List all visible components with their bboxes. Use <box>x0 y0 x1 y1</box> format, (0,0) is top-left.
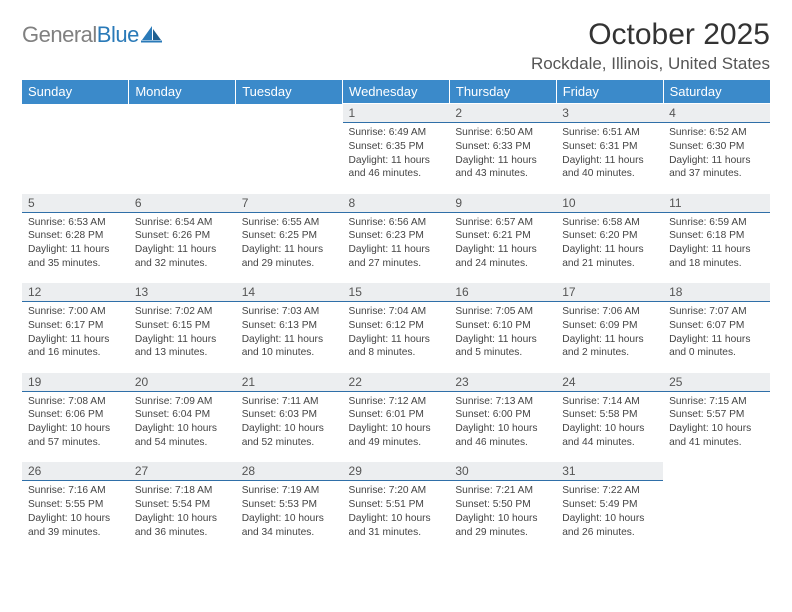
day-number-cell: 24 <box>556 372 663 391</box>
weekday-header: Saturday <box>663 80 770 104</box>
calendar: SundayMondayTuesdayWednesdayThursdayFrid… <box>22 80 770 545</box>
daynum-row: 19202122232425 <box>22 372 770 391</box>
daybody-row: Sunrise: 6:49 AMSunset: 6:35 PMDaylight:… <box>22 123 770 188</box>
logo: GeneralBlue <box>22 22 163 48</box>
day-body-cell: Sunrise: 7:21 AMSunset: 5:50 PMDaylight:… <box>449 481 556 546</box>
day-number-cell <box>663 462 770 481</box>
daynum-row: 1234 <box>22 104 770 123</box>
day-body-cell: Sunrise: 7:12 AMSunset: 6:01 PMDaylight:… <box>343 391 450 456</box>
weekday-row: SundayMondayTuesdayWednesdayThursdayFrid… <box>22 80 770 104</box>
weekday-header: Sunday <box>22 80 129 104</box>
day-number-cell: 3 <box>556 104 663 123</box>
location: Rockdale, Illinois, United States <box>531 54 770 74</box>
day-number-cell: 12 <box>22 283 129 302</box>
day-body-cell: Sunrise: 7:07 AMSunset: 6:07 PMDaylight:… <box>663 302 770 367</box>
day-body-cell: Sunrise: 7:18 AMSunset: 5:54 PMDaylight:… <box>129 481 236 546</box>
day-body-cell: Sunrise: 7:05 AMSunset: 6:10 PMDaylight:… <box>449 302 556 367</box>
daynum-row: 567891011 <box>22 193 770 212</box>
day-body-cell: Sunrise: 7:09 AMSunset: 6:04 PMDaylight:… <box>129 391 236 456</box>
day-number-cell: 20 <box>129 372 236 391</box>
day-number-cell: 26 <box>22 462 129 481</box>
day-number-cell: 19 <box>22 372 129 391</box>
day-body-cell: Sunrise: 7:00 AMSunset: 6:17 PMDaylight:… <box>22 302 129 367</box>
day-number-cell: 29 <box>343 462 450 481</box>
day-number-cell: 11 <box>663 193 770 212</box>
day-number-cell <box>129 104 236 123</box>
day-body-cell: Sunrise: 6:58 AMSunset: 6:20 PMDaylight:… <box>556 212 663 277</box>
day-number-cell: 22 <box>343 372 450 391</box>
day-number-cell: 5 <box>22 193 129 212</box>
day-body-cell: Sunrise: 7:11 AMSunset: 6:03 PMDaylight:… <box>236 391 343 456</box>
day-number-cell: 31 <box>556 462 663 481</box>
day-body-cell <box>129 123 236 188</box>
day-number-cell: 27 <box>129 462 236 481</box>
day-body-cell: Sunrise: 7:08 AMSunset: 6:06 PMDaylight:… <box>22 391 129 456</box>
day-number-cell: 14 <box>236 283 343 302</box>
day-body-cell: Sunrise: 7:19 AMSunset: 5:53 PMDaylight:… <box>236 481 343 546</box>
day-body-cell: Sunrise: 6:51 AMSunset: 6:31 PMDaylight:… <box>556 123 663 188</box>
weekday-header: Wednesday <box>343 80 450 104</box>
day-number-cell: 25 <box>663 372 770 391</box>
day-body-cell: Sunrise: 7:16 AMSunset: 5:55 PMDaylight:… <box>22 481 129 546</box>
sail-icon <box>141 25 163 48</box>
day-number-cell: 18 <box>663 283 770 302</box>
day-body-cell: Sunrise: 6:50 AMSunset: 6:33 PMDaylight:… <box>449 123 556 188</box>
day-body-cell: Sunrise: 6:55 AMSunset: 6:25 PMDaylight:… <box>236 212 343 277</box>
day-number-cell: 1 <box>343 104 450 123</box>
day-body-cell: Sunrise: 6:59 AMSunset: 6:18 PMDaylight:… <box>663 212 770 277</box>
day-number-cell: 10 <box>556 193 663 212</box>
calendar-body: 1234Sunrise: 6:49 AMSunset: 6:35 PMDayli… <box>22 104 770 546</box>
day-body-cell: Sunrise: 7:15 AMSunset: 5:57 PMDaylight:… <box>663 391 770 456</box>
day-number-cell: 13 <box>129 283 236 302</box>
weekday-header: Tuesday <box>236 80 343 104</box>
logo-text-blue: Blue <box>97 22 139 47</box>
day-number-cell: 8 <box>343 193 450 212</box>
day-body-cell: Sunrise: 7:06 AMSunset: 6:09 PMDaylight:… <box>556 302 663 367</box>
header: GeneralBlue October 2025 Rockdale, Illin… <box>22 18 770 74</box>
day-number-cell: 6 <box>129 193 236 212</box>
day-body-cell <box>663 481 770 546</box>
day-number-cell: 9 <box>449 193 556 212</box>
day-body-cell: Sunrise: 7:13 AMSunset: 6:00 PMDaylight:… <box>449 391 556 456</box>
weekday-header: Monday <box>129 80 236 104</box>
day-number-cell: 21 <box>236 372 343 391</box>
daybody-row: Sunrise: 7:08 AMSunset: 6:06 PMDaylight:… <box>22 391 770 456</box>
day-body-cell: Sunrise: 7:14 AMSunset: 5:58 PMDaylight:… <box>556 391 663 456</box>
month-title: October 2025 <box>531 18 770 52</box>
day-body-cell: Sunrise: 6:52 AMSunset: 6:30 PMDaylight:… <box>663 123 770 188</box>
day-body-cell: Sunrise: 7:03 AMSunset: 6:13 PMDaylight:… <box>236 302 343 367</box>
daynum-row: 262728293031 <box>22 462 770 481</box>
logo-text-gray: General <box>22 22 97 47</box>
day-number-cell <box>22 104 129 123</box>
daybody-row: Sunrise: 6:53 AMSunset: 6:28 PMDaylight:… <box>22 212 770 277</box>
daybody-row: Sunrise: 7:16 AMSunset: 5:55 PMDaylight:… <box>22 481 770 546</box>
day-body-cell: Sunrise: 6:54 AMSunset: 6:26 PMDaylight:… <box>129 212 236 277</box>
day-body-cell: Sunrise: 6:53 AMSunset: 6:28 PMDaylight:… <box>22 212 129 277</box>
day-number-cell: 30 <box>449 462 556 481</box>
day-number-cell: 16 <box>449 283 556 302</box>
day-number-cell: 2 <box>449 104 556 123</box>
day-number-cell: 4 <box>663 104 770 123</box>
day-body-cell: Sunrise: 7:22 AMSunset: 5:49 PMDaylight:… <box>556 481 663 546</box>
day-number-cell: 23 <box>449 372 556 391</box>
day-body-cell <box>22 123 129 188</box>
day-number-cell: 15 <box>343 283 450 302</box>
weekday-header: Thursday <box>449 80 556 104</box>
day-number-cell: 7 <box>236 193 343 212</box>
day-body-cell <box>236 123 343 188</box>
day-number-cell: 28 <box>236 462 343 481</box>
weekday-header: Friday <box>556 80 663 104</box>
day-body-cell: Sunrise: 6:57 AMSunset: 6:21 PMDaylight:… <box>449 212 556 277</box>
day-body-cell: Sunrise: 6:49 AMSunset: 6:35 PMDaylight:… <box>343 123 450 188</box>
daynum-row: 12131415161718 <box>22 283 770 302</box>
day-number-cell <box>236 104 343 123</box>
title-block: October 2025 Rockdale, Illinois, United … <box>531 18 770 74</box>
day-body-cell: Sunrise: 7:20 AMSunset: 5:51 PMDaylight:… <box>343 481 450 546</box>
day-body-cell: Sunrise: 7:04 AMSunset: 6:12 PMDaylight:… <box>343 302 450 367</box>
day-body-cell: Sunrise: 6:56 AMSunset: 6:23 PMDaylight:… <box>343 212 450 277</box>
day-body-cell: Sunrise: 7:02 AMSunset: 6:15 PMDaylight:… <box>129 302 236 367</box>
daybody-row: Sunrise: 7:00 AMSunset: 6:17 PMDaylight:… <box>22 302 770 367</box>
day-number-cell: 17 <box>556 283 663 302</box>
